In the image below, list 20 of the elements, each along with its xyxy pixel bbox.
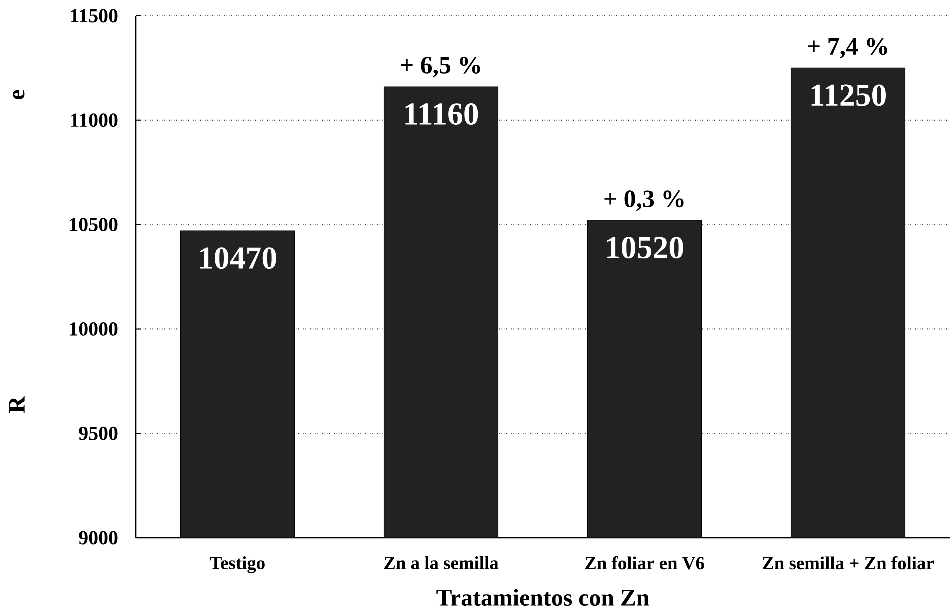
text: e bbox=[13, 90, 25, 100]
data-label: 10470 bbox=[200, 248, 276, 270]
y-tick-label: 11500 bbox=[71, 9, 118, 23]
y-tick-label: 9500 bbox=[79, 426, 118, 440]
x-axis-title: Tratamientos con Zn bbox=[436, 589, 650, 606]
x-tick-label: Testigo bbox=[210, 556, 265, 574]
data-label: 11250 bbox=[812, 84, 886, 106]
data-label: 11160 bbox=[406, 104, 478, 126]
y-tick-label: 10000 bbox=[70, 322, 118, 336]
annotation: + 7,4 % bbox=[808, 38, 888, 59]
y-tick-label: 11000 bbox=[71, 114, 118, 128]
annotation: + 6,5 % bbox=[401, 57, 480, 78]
x-tick-label: Zn a la semilla bbox=[384, 556, 499, 570]
y-axis-title: R bbox=[9, 396, 25, 414]
y-tick-label: 9000 bbox=[79, 531, 118, 545]
data-label: 10520 bbox=[607, 237, 684, 259]
x-tick-label: Zn foliar en V6 bbox=[585, 556, 704, 570]
y-tick-label: 10500 bbox=[70, 218, 118, 232]
annotation: + 0,3 % bbox=[604, 190, 684, 212]
x-tick-label: Zn semilla + Zn foliar bbox=[762, 556, 934, 570]
